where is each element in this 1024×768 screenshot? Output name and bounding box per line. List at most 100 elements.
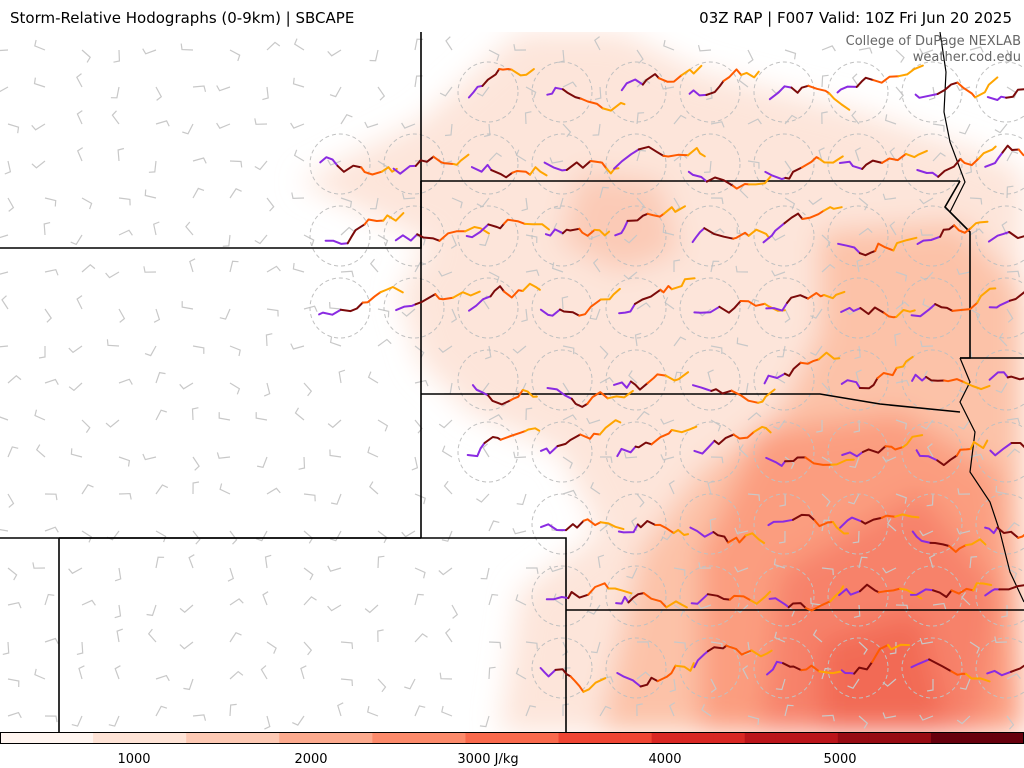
- hodograph-segment: [487, 394, 512, 406]
- wind-barb: [303, 305, 318, 312]
- wind-barb: [7, 446, 19, 458]
- wind-barb: [551, 262, 564, 273]
- hodograph-segment: [904, 149, 928, 159]
- hodograph-segment: [837, 242, 861, 255]
- wind-barb: [710, 197, 724, 205]
- range-ring: [679, 493, 741, 555]
- wind-barb: [784, 114, 798, 125]
- wind-barb: [81, 484, 94, 495]
- range-ring: [457, 205, 519, 267]
- colorbar-segment: [713, 732, 746, 744]
- range-ring: [827, 205, 889, 267]
- wind-barb: [266, 308, 279, 317]
- hodograph-segment: [783, 212, 804, 225]
- hodograph-segment: [768, 597, 790, 609]
- wind-barb: [747, 49, 754, 64]
- wind-barb: [858, 47, 873, 54]
- wind-barb: [327, 159, 342, 166]
- wind-barb: [1006, 270, 1020, 278]
- range-ring: [605, 61, 667, 123]
- wind-barb: [7, 493, 15, 508]
- wind-barb: [404, 678, 416, 690]
- wind-barb: [784, 704, 794, 717]
- wind-barb: [734, 566, 749, 573]
- hodograph-segment: [763, 372, 786, 385]
- wind-barb: [44, 197, 57, 207]
- wind-barb: [110, 86, 120, 99]
- wind-barb: [597, 554, 605, 569]
- wind-barb: [188, 554, 195, 569]
- hodograph-segment: [858, 377, 879, 390]
- wind-barb: [920, 419, 934, 430]
- colorbar-segment: [558, 732, 591, 744]
- hodograph-segment: [753, 425, 772, 434]
- hodograph-segment: [706, 644, 728, 653]
- hodograph-segment: [883, 312, 898, 319]
- hodograph-segment: [976, 287, 997, 304]
- wind-barb: [369, 197, 379, 210]
- hodograph-segment: [872, 75, 900, 84]
- model-run-info: 03Z RAP | F007 Valid: 10Z Fri Jun 20 202…: [699, 9, 1012, 27]
- hodograph-segment: [757, 388, 776, 404]
- wind-barb: [450, 234, 458, 249]
- hodograph-segment: [559, 308, 581, 317]
- colorbar-segment: [403, 732, 435, 744]
- wind-barb: [303, 530, 314, 544]
- wind-barb: [192, 714, 207, 721]
- hodograph-segment: [642, 592, 668, 609]
- range-ring: [827, 493, 889, 555]
- wind-barb: [710, 345, 723, 354]
- hodograph-segment: [703, 227, 735, 240]
- wind-barb: [329, 336, 342, 347]
- hodograph-segment: [416, 233, 441, 242]
- wind-barb: [414, 379, 429, 387]
- hodograph-segment: [593, 228, 611, 237]
- hodograph-segment: [784, 166, 803, 180]
- wind-barb: [192, 187, 205, 199]
- wind-barb: [895, 493, 907, 504]
- hodograph-segment: [914, 93, 939, 99]
- wind-barb: [292, 262, 305, 273]
- wind-barb: [229, 260, 239, 273]
- hodographs: [318, 64, 1024, 693]
- hodograph-segment: [471, 384, 490, 397]
- hodograph-segment: [510, 68, 535, 77]
- wind-barb: [229, 382, 241, 395]
- hodograph-segment: [1001, 144, 1020, 154]
- range-ring: [975, 349, 1024, 411]
- wind-barb: [660, 418, 675, 425]
- hodograph-segment: [807, 292, 825, 300]
- wind-barb: [34, 39, 46, 51]
- wind-barb: [932, 123, 945, 132]
- wind-barb: [994, 636, 1008, 644]
- wind-barb: [853, 419, 861, 433]
- hodograph-segment: [832, 521, 849, 535]
- hodograph-segment: [984, 151, 1004, 168]
- wind-barb: [414, 38, 424, 51]
- hodograph-segment: [693, 305, 721, 314]
- wind-barb: [553, 197, 564, 210]
- wind-barb: [451, 604, 459, 619]
- hodograph-segment: [662, 205, 686, 215]
- colorbar-segment: [837, 732, 870, 744]
- hodograph-segment: [503, 218, 526, 225]
- colorbar-segment: [248, 732, 280, 744]
- wind-barb: [998, 332, 1008, 347]
- wind-barb: [669, 678, 677, 693]
- wind-barb: [438, 345, 453, 353]
- colorbar-segment: [310, 732, 342, 744]
- wind-barb: [636, 410, 650, 421]
- hodograph-segment: [897, 64, 924, 78]
- range-ring: [901, 349, 963, 411]
- wind-barb: [414, 159, 428, 167]
- hodograph-segment: [634, 288, 662, 305]
- wind-barb: [43, 222, 51, 236]
- hodograph-segment: [1006, 375, 1024, 381]
- wind-barb: [882, 567, 897, 574]
- wind-barb: [525, 641, 538, 650]
- hodograph-segment: [524, 427, 541, 433]
- wind-barb: [778, 530, 786, 544]
- wind-barb: [512, 528, 527, 535]
- hodograph-segment: [964, 538, 987, 547]
- wind-barb: [155, 530, 167, 543]
